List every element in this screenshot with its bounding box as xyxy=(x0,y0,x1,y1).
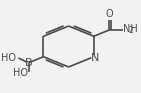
Text: N: N xyxy=(91,53,100,63)
Text: NH: NH xyxy=(123,24,138,34)
Text: HO: HO xyxy=(13,68,28,78)
Text: 2: 2 xyxy=(128,27,133,35)
Text: O: O xyxy=(106,9,114,19)
Text: B: B xyxy=(25,58,32,68)
Text: HO: HO xyxy=(2,53,16,63)
